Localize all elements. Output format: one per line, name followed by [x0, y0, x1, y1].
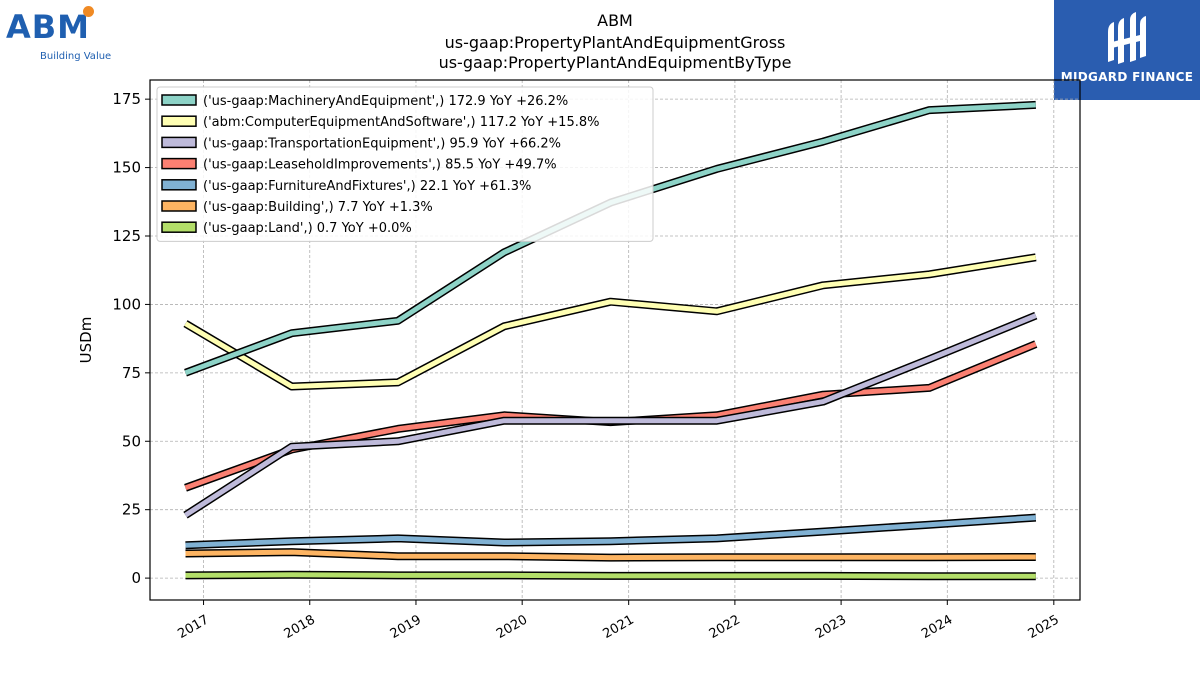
y-tick-label: 100	[112, 295, 141, 313]
y-tick-label: 25	[122, 501, 141, 519]
y-tick-label: 125	[112, 227, 141, 245]
legend-swatch	[161, 136, 197, 149]
y-axis-ticks: 0 25 50 75 100 125 150 175	[112, 90, 150, 587]
x-tick-label: 2017	[175, 612, 211, 642]
legend-swatch	[161, 94, 197, 106]
series-1	[183, 253, 1037, 391]
series-line	[185, 549, 1036, 561]
midgard-logo-text: MIDGARD FINANCE	[1060, 70, 1194, 84]
legend-swatch	[161, 200, 197, 212]
legend-box	[156, 86, 654, 242]
x-tick-label: 2018	[282, 612, 318, 642]
series-6	[185, 570, 1036, 581]
series-2	[183, 311, 1038, 519]
abm-logo-tagline: Building Value	[40, 51, 112, 62]
y-tick-label: 50	[122, 432, 141, 450]
x-tick-label: 2023	[813, 612, 849, 642]
legend-swatch	[161, 179, 197, 191]
y-tick-label: 75	[122, 364, 141, 382]
x-tick-label: 2025	[1026, 612, 1062, 642]
legend-label: ('us-gaap:TransportationEquipment',) 95.…	[203, 136, 561, 151]
x-tick-label: 2022	[707, 612, 743, 642]
chart-title-line-1: ABM	[597, 11, 633, 30]
legend-label: ('us-gaap:FurnitureAndFixtures',) 22.1 Y…	[203, 179, 531, 194]
series-4	[185, 513, 1037, 550]
legend-swatch	[161, 115, 197, 127]
legend-label: ('us-gaap:Building',) 7.7 YoY +1.3%	[203, 200, 433, 215]
x-tick-label: 2020	[494, 612, 530, 642]
abm-logo-wordmark: ABM	[6, 8, 90, 46]
y-tick-label: 0	[131, 569, 141, 587]
abm-logo-dot	[83, 6, 94, 17]
legend-label: ('us-gaap:LeaseholdImprovements',) 85.5 …	[203, 158, 557, 173]
series-5	[185, 548, 1036, 562]
chart-title-line-3: us-gaap:PropertyPlantAndEquipmentByType	[438, 53, 792, 72]
abm-logo: ABM Building Value	[6, 6, 116, 66]
plot-frame	[149, 79, 1081, 601]
legend-label: ('us-gaap:Land',) 0.7 YoY +0.0%	[203, 221, 412, 236]
chart-title-line-2: us-gaap:PropertyPlantAndEquipmentGross	[444, 33, 786, 52]
legend-label: ('us-gaap:MachineryAndEquipment',) 172.9…	[203, 94, 568, 109]
x-axis-ticks: 2017 2018 2019 2020 2021 2022 2023 2024 2025	[175, 600, 1062, 642]
series-line-outline	[183, 311, 1038, 519]
midgard-emblem-icon	[1108, 12, 1146, 64]
series-line	[185, 515, 1036, 548]
series-line	[184, 313, 1037, 518]
x-tick-label: 2021	[601, 612, 637, 642]
legend-label: ('abm:ComputerEquipmentAndSoftware',) 11…	[203, 115, 599, 130]
legend: ('us-gaap:MachineryAndEquipment',) 172.9…	[156, 86, 654, 242]
series-line	[185, 572, 1036, 579]
legend-swatch	[161, 157, 197, 170]
y-tick-label: 175	[112, 90, 141, 108]
x-tick-label: 2024	[919, 612, 955, 642]
x-tick-label: 2019	[388, 612, 424, 642]
y-axis-label: USDm	[77, 317, 95, 364]
series-line	[184, 254, 1037, 389]
legend-swatch	[161, 221, 197, 233]
midgard-finance-logo: MIDGARD FINANCE	[1054, 0, 1200, 100]
y-tick-label: 150	[112, 159, 141, 177]
